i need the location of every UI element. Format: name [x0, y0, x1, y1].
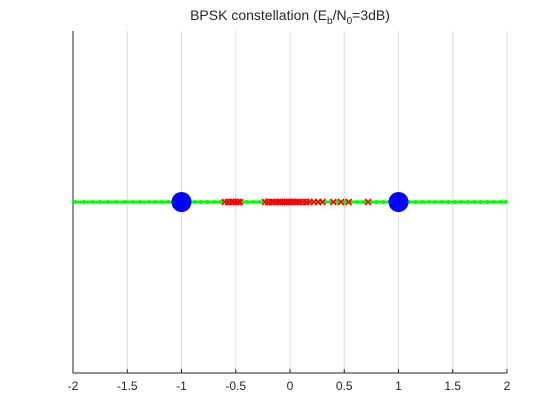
noise-sample-point: [153, 200, 158, 204]
noise-sample-point: [73, 200, 78, 204]
x-tick-labels: -2 -1.5 -1 -0.5 0 0.5 1 1.5 2: [68, 379, 511, 393]
noise-sample-point: [498, 200, 503, 204]
noise-sample-point: [244, 200, 249, 204]
noise-sample-point: [192, 200, 197, 204]
noise-sample-point: [381, 200, 386, 204]
noise-sample-point: [485, 200, 490, 204]
noise-sample-point: [335, 200, 340, 204]
noise-sample-point: [426, 200, 431, 204]
noise-sample-point: [413, 200, 418, 204]
x-tick-label: 1: [395, 379, 402, 393]
x-tick-label: -0.5: [225, 379, 246, 393]
chart-title: BPSK constellation (Eb/N0=3dB): [190, 7, 390, 27]
noise-sample-point: [420, 200, 425, 204]
x-tick-label: 0.5: [336, 379, 353, 393]
received-symbol-marker: [236, 198, 244, 206]
noise-sample-point: [159, 200, 164, 204]
x-tick-label: -2: [68, 379, 79, 393]
noise-sample-point: [257, 200, 262, 204]
noise-sample-point: [218, 200, 223, 204]
x-tick-label: 1.5: [444, 379, 461, 393]
noise-sample-point: [361, 200, 366, 204]
noise-sample-point: [105, 200, 110, 204]
noise-sample-point: [212, 200, 217, 204]
noise-sample-point: [199, 200, 204, 204]
received-symbol-marker: [234, 198, 242, 206]
noise-sample-point: [439, 200, 444, 204]
received-symbol-marker: [345, 198, 353, 206]
received-symbol-marker: [329, 198, 337, 206]
x-tick-label: -1: [176, 379, 187, 393]
noise-sample-point: [355, 200, 360, 204]
constellation-points-series: [171, 192, 409, 212]
received-symbol-marker: [294, 198, 302, 206]
noise-sample-point: [123, 200, 128, 204]
noise-sample-point: [138, 200, 143, 204]
noise-sample-point: [114, 200, 119, 204]
noise-sample-point: [374, 200, 379, 204]
noise-sample-point: [465, 200, 470, 204]
received-symbol-marker: [337, 198, 345, 206]
noise-sample-point: [446, 200, 451, 204]
noise-sample-point: [98, 200, 103, 204]
constellation-point: [388, 192, 409, 212]
x-tick-label: 0: [287, 379, 294, 393]
noise-sample-point: [130, 200, 135, 204]
received-symbol-marker: [364, 198, 372, 206]
axes: [72, 31, 508, 374]
noise-sample-point: [90, 200, 95, 204]
noise-sample-point: [459, 200, 464, 204]
received-symbols-series: [221, 198, 372, 206]
noise-sample-point: [342, 200, 347, 204]
noise-sample-point: [452, 200, 457, 204]
noise-sample-point: [503, 200, 508, 204]
x-tick-label: -1.5: [117, 379, 138, 393]
noise-sample-point: [251, 200, 256, 204]
noise-sample-point: [81, 200, 86, 204]
noise-sample-point: [472, 200, 477, 204]
received-symbol-marker: [318, 198, 327, 206]
noise-sample-point: [433, 200, 438, 204]
noise-sample-point: [166, 200, 171, 204]
noise-sample-point: [491, 200, 496, 204]
constellation-point: [171, 192, 192, 212]
noise-sample-point: [205, 200, 210, 204]
x-tick-label: 2: [504, 379, 511, 393]
noise-sample-point: [478, 200, 483, 204]
noise-sample-point: [146, 200, 151, 204]
